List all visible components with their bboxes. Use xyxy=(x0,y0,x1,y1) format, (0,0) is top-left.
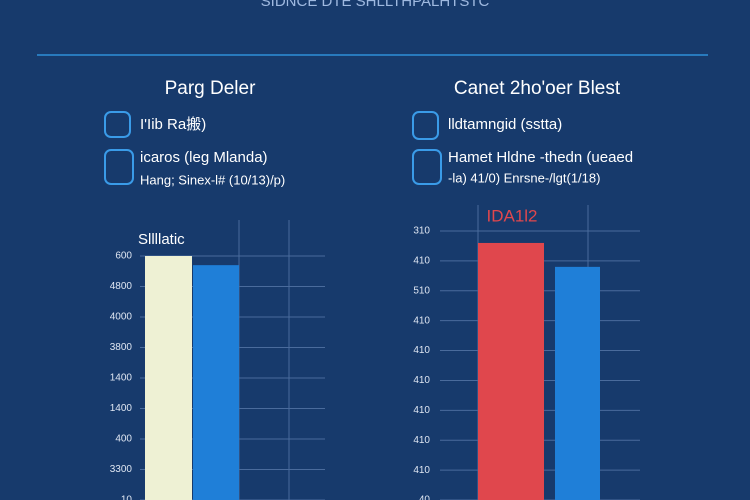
y-tick-label: 10 xyxy=(121,495,133,500)
item-text: Hamet Hldne -thedn (ueaed xyxy=(448,149,633,166)
y-tick-label: 1400 xyxy=(110,403,133,414)
bar xyxy=(478,242,544,500)
y-tick-label: 4000 xyxy=(110,312,133,323)
bar xyxy=(193,265,239,500)
chart-label: Sllllatic xyxy=(138,231,185,248)
icon xyxy=(104,111,131,138)
icon xyxy=(412,149,442,185)
y-tick-label: 410 xyxy=(413,465,430,476)
y-tick-label: 600 xyxy=(115,251,132,262)
y-tick-label: 410 xyxy=(413,315,430,326)
y-tick-label: 310 xyxy=(413,226,430,237)
y-tick-label: 3800 xyxy=(110,342,133,353)
page-title: SIDNCE DTE SHLLTHPALHTSTC xyxy=(261,0,490,10)
y-tick-label: 510 xyxy=(413,285,430,296)
bar xyxy=(145,256,192,500)
y-tick-label: 4800 xyxy=(110,281,133,292)
y-tick-label: 400 xyxy=(115,434,132,445)
icon xyxy=(104,149,134,185)
y-tick-label: 3300 xyxy=(110,464,133,475)
y-tick-label: 410 xyxy=(413,375,430,386)
y-tick-label: 410 xyxy=(413,345,430,356)
y-tick-label: 1400 xyxy=(110,373,133,384)
item-sub: Hang; Sinex-l# (10/13)/p) xyxy=(140,172,285,187)
y-tick-label: 410 xyxy=(413,435,430,446)
bar xyxy=(555,266,600,500)
annotation: IDA1l2 xyxy=(486,206,537,225)
y-tick-label: 40 xyxy=(419,495,431,500)
panel-title: Parg Deler xyxy=(165,78,256,99)
item-text: icaros (leg Mlanda) xyxy=(140,149,268,166)
y-tick-label: 410 xyxy=(413,256,430,267)
y-tick-label: 410 xyxy=(413,405,430,416)
item-text: I'Iib Ra搬) xyxy=(140,116,206,133)
icon xyxy=(412,111,439,140)
panel-title: Canet 2ho'oer Blest xyxy=(454,78,621,99)
item-text: lldtamngid (sstta) xyxy=(448,116,562,133)
item-sub: -la) 41/0) Enrsne-/lgt(1/18) xyxy=(448,170,600,185)
